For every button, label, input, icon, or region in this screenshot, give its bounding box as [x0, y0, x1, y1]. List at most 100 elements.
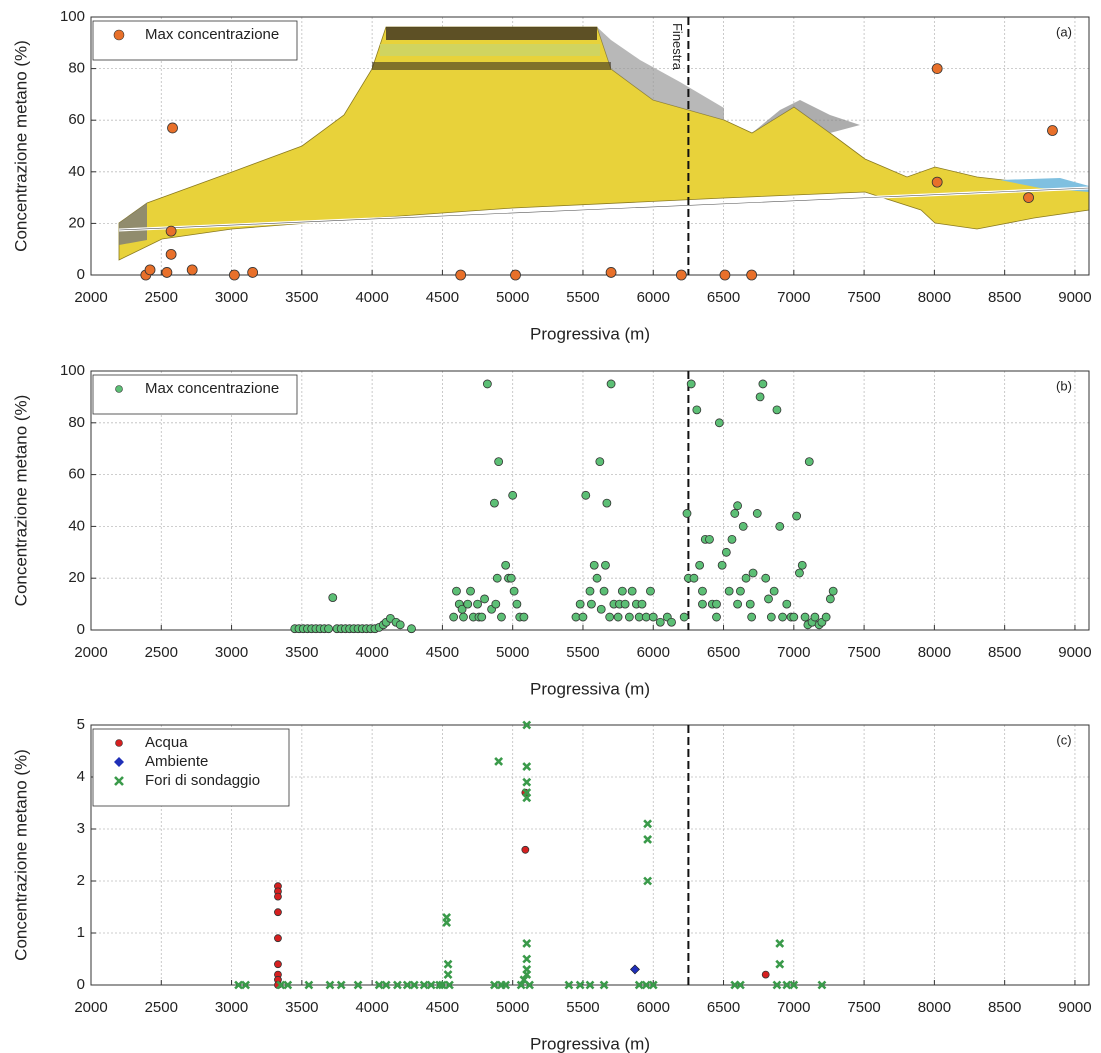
- x-tick-label: 3500: [285, 289, 318, 306]
- x-tick-label: 5500: [566, 644, 599, 661]
- point: [717, 560, 727, 570]
- x-tick-label: 9000: [1058, 999, 1091, 1016]
- point: [620, 599, 630, 609]
- point: [804, 457, 814, 467]
- point: [643, 819, 653, 829]
- point: [646, 586, 655, 596]
- point: [733, 599, 742, 609]
- point: [761, 573, 771, 583]
- y-tick-label: 3: [77, 820, 85, 837]
- point: [775, 959, 785, 969]
- x-tick-label: 2000: [74, 644, 107, 661]
- x-tick-label: 4000: [355, 644, 388, 661]
- x-tick-label: 7500: [847, 644, 880, 661]
- legend-box: [92, 20, 298, 61]
- point: [599, 980, 609, 990]
- point: [592, 573, 602, 583]
- point: [617, 586, 627, 596]
- panel-label: (b): [1056, 378, 1072, 393]
- point: [792, 511, 802, 521]
- point: [679, 612, 689, 622]
- point: [599, 586, 609, 596]
- point: [602, 498, 612, 508]
- point: [519, 612, 529, 622]
- point: [522, 938, 532, 948]
- y-tick-label: 5: [77, 716, 85, 733]
- point: [449, 612, 459, 622]
- x-axis-title: Progressiva (m): [530, 324, 650, 343]
- point: [764, 594, 773, 604]
- x-tick-label: 6000: [637, 289, 670, 306]
- y-tick-label: 0: [77, 266, 85, 283]
- x-tick-label: 9000: [1058, 289, 1091, 306]
- point: [144, 264, 156, 276]
- point: [624, 612, 634, 622]
- point: [752, 509, 762, 518]
- x-tick-label: 5000: [496, 289, 529, 306]
- x-tick-label: 2500: [145, 999, 178, 1016]
- point: [596, 604, 606, 614]
- point: [686, 379, 696, 389]
- x-tick-label: 5000: [496, 999, 529, 1016]
- point: [828, 586, 838, 596]
- point: [497, 612, 506, 622]
- point: [510, 269, 521, 281]
- point: [442, 918, 452, 928]
- x-tick-label: 5500: [566, 289, 599, 306]
- point: [508, 490, 518, 500]
- point: [712, 612, 721, 622]
- point: [931, 63, 943, 74]
- x-tick-label: 4000: [355, 999, 388, 1016]
- x-tick-label: 6000: [637, 644, 670, 661]
- point: [522, 720, 532, 730]
- point: [477, 612, 487, 622]
- y-tick-label: 100: [60, 362, 85, 379]
- point: [494, 457, 504, 467]
- x-tick-label: 4000: [355, 289, 388, 306]
- x-tick-label: 8500: [988, 644, 1021, 661]
- legend-label: Acqua: [145, 734, 188, 751]
- legend-swatch: [115, 739, 123, 747]
- point: [463, 599, 473, 609]
- point: [328, 593, 338, 603]
- x-tick-label: 8000: [918, 644, 951, 661]
- y-tick-label: 1: [77, 924, 85, 941]
- point: [494, 756, 504, 766]
- plot-frame: [90, 370, 1090, 631]
- point: [585, 980, 595, 990]
- point: [459, 612, 468, 622]
- point: [186, 264, 198, 276]
- point: [426, 980, 436, 990]
- y-tick-label: 2: [77, 872, 85, 889]
- x-tick-label: 3000: [215, 999, 248, 1016]
- point: [409, 980, 419, 990]
- point: [522, 970, 532, 980]
- point: [800, 612, 810, 622]
- y-tick-label: 20: [68, 214, 85, 231]
- point: [655, 617, 665, 627]
- point: [601, 560, 610, 570]
- point: [782, 599, 792, 609]
- point: [736, 586, 745, 596]
- point: [817, 980, 827, 990]
- point: [634, 980, 644, 990]
- y-tick-label: 40: [68, 517, 85, 534]
- point: [480, 594, 489, 604]
- point: [234, 980, 244, 990]
- x-tick-label: 7000: [777, 289, 810, 306]
- x-tick-label: 2500: [145, 289, 178, 306]
- point: [724, 586, 734, 596]
- point: [491, 599, 501, 609]
- point: [512, 599, 522, 609]
- point: [506, 573, 516, 583]
- x-tick-label: 3000: [215, 289, 248, 306]
- point: [402, 980, 412, 990]
- point: [719, 269, 731, 281]
- point: [443, 970, 453, 980]
- x-tick-label: 3000: [215, 644, 248, 661]
- x-tick-label: 6000: [637, 999, 670, 1016]
- x-tick-label: 9000: [1058, 644, 1091, 661]
- point: [692, 405, 702, 415]
- point: [821, 612, 831, 622]
- point: [435, 980, 445, 990]
